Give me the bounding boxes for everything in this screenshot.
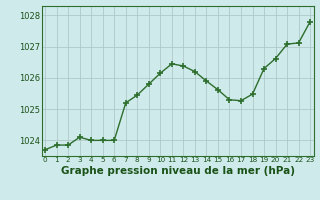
- X-axis label: Graphe pression niveau de la mer (hPa): Graphe pression niveau de la mer (hPa): [60, 166, 295, 176]
